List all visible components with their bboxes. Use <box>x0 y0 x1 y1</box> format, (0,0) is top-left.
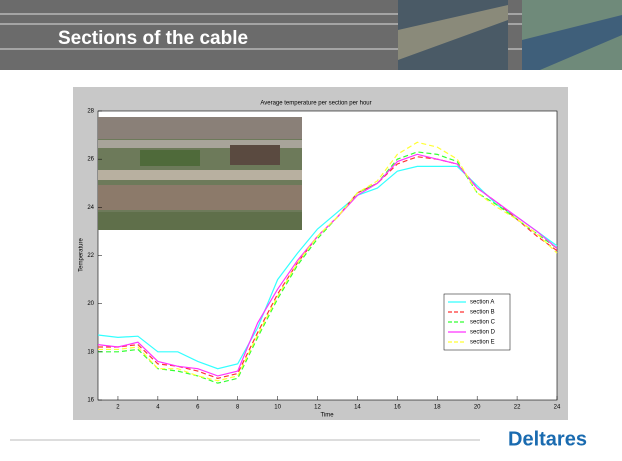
legend-label: section D <box>470 330 496 336</box>
x-axis-label: Time <box>320 413 334 419</box>
x-tick-label: 18 <box>434 405 441 411</box>
y-tick-label: 28 <box>87 109 94 115</box>
series-line <box>98 141 558 382</box>
y-tick-label: 26 <box>87 157 94 163</box>
legend-label: section E <box>470 340 495 346</box>
y-tick-label: 24 <box>87 205 94 211</box>
x-tick-label: 24 <box>554 405 561 411</box>
series-line <box>97 165 558 370</box>
x-tick-label: 20 <box>474 405 481 411</box>
inset-photo <box>98 117 302 230</box>
x-tick-label: 12 <box>314 405 321 411</box>
legend-label: section A <box>470 300 494 306</box>
x-tick-label: 8 <box>236 405 240 411</box>
legend-label: section C <box>470 320 496 326</box>
y-tick-label: 16 <box>87 398 94 404</box>
x-tick-label: 2 <box>116 405 120 411</box>
header-photo-bridge <box>398 5 508 60</box>
x-tick-label: 16 <box>394 405 401 411</box>
y-axis-label: Temperature <box>79 237 85 271</box>
y-tick-label: 18 <box>87 349 94 355</box>
plot-layer <box>97 141 558 384</box>
series-line <box>97 153 558 377</box>
legend-label: section B <box>470 310 495 316</box>
x-tick-label: 10 <box>274 405 281 411</box>
x-tick-label: 6 <box>196 405 200 411</box>
header-band <box>0 0 622 70</box>
logo: Deltares <box>508 428 587 450</box>
header-photo-river <box>522 15 622 70</box>
y-tick-label: 22 <box>87 253 94 259</box>
y-tick-label: 20 <box>87 301 94 307</box>
slide-title: Sections of the cable <box>58 28 248 49</box>
x-tick-label: 4 <box>156 405 160 411</box>
x-tick-label: 14 <box>354 405 361 411</box>
chart-title: Average temperature per section per hour <box>260 101 371 107</box>
x-tick-label: 22 <box>514 405 521 411</box>
